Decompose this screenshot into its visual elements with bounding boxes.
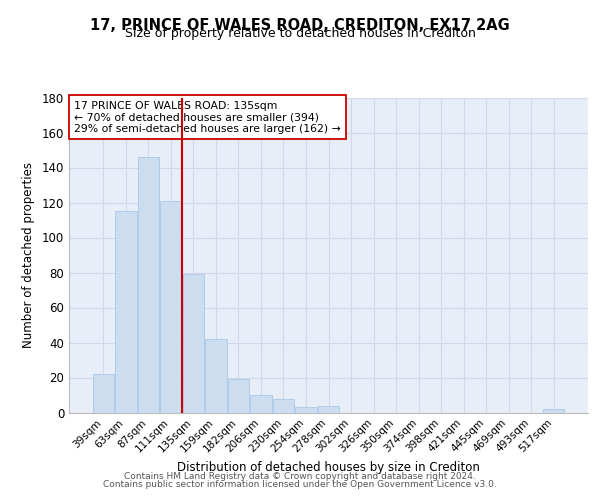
Bar bbox=[250, 395, 272, 412]
Bar bbox=[228, 379, 249, 412]
Text: Contains HM Land Registry data © Crown copyright and database right 2024.: Contains HM Land Registry data © Crown c… bbox=[124, 472, 476, 481]
Bar bbox=[205, 339, 227, 412]
Text: Size of property relative to detached houses in Crediton: Size of property relative to detached ho… bbox=[125, 28, 475, 40]
Bar bbox=[115, 211, 137, 412]
X-axis label: Distribution of detached houses by size in Crediton: Distribution of detached houses by size … bbox=[177, 461, 480, 474]
Bar bbox=[543, 409, 565, 412]
Bar bbox=[92, 374, 114, 412]
Text: Contains public sector information licensed under the Open Government Licence v3: Contains public sector information licen… bbox=[103, 480, 497, 489]
Y-axis label: Number of detached properties: Number of detached properties bbox=[22, 162, 35, 348]
Bar bbox=[318, 406, 339, 412]
Bar bbox=[137, 157, 159, 412]
Text: 17 PRINCE OF WALES ROAD: 135sqm
← 70% of detached houses are smaller (394)
29% o: 17 PRINCE OF WALES ROAD: 135sqm ← 70% of… bbox=[74, 100, 341, 134]
Bar bbox=[160, 200, 182, 412]
Text: 17, PRINCE OF WALES ROAD, CREDITON, EX17 2AG: 17, PRINCE OF WALES ROAD, CREDITON, EX17… bbox=[90, 18, 510, 32]
Bar bbox=[273, 398, 294, 412]
Bar bbox=[295, 407, 317, 412]
Bar bbox=[182, 274, 204, 412]
